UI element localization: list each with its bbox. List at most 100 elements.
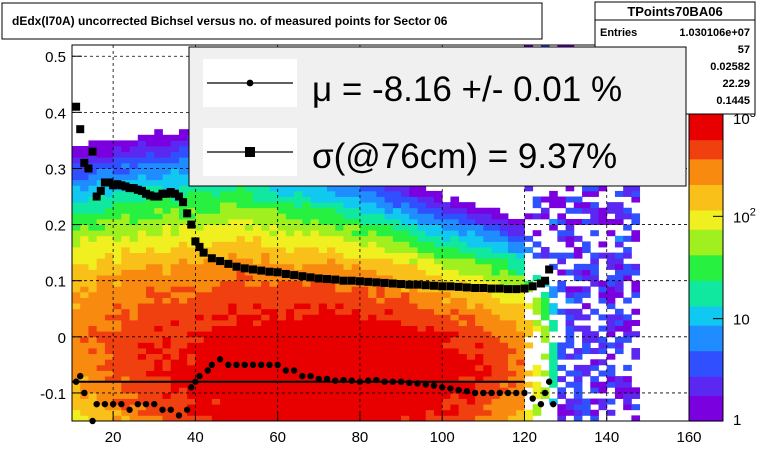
mu-point (480, 389, 487, 397)
y-tick-label: 0.1 (45, 274, 66, 291)
mu-point (188, 384, 195, 391)
mu-point (389, 378, 397, 385)
sigma-point (113, 180, 122, 189)
mu-point (81, 389, 88, 397)
y-tick-label: 0.2 (45, 218, 66, 235)
sigma-point (187, 220, 196, 229)
sigma-point (397, 280, 406, 289)
title-box: dEdx(I70A) uncorrected Bichsel versus no… (1, 2, 543, 40)
chart-title: dEdx(I70A) uncorrected Bichsel versus no… (12, 14, 448, 28)
sigma-point (142, 189, 151, 198)
mu-point (455, 386, 462, 394)
mu-point (241, 361, 248, 369)
y-tick-label: 0.3 (45, 161, 66, 178)
sigma-point (265, 267, 274, 276)
stats-title: TPoints70BA06 (627, 4, 722, 19)
sigma-point (405, 280, 414, 289)
mu-point (299, 372, 306, 380)
y-tick-label: -0.1 (40, 386, 66, 403)
sigma-point (224, 259, 233, 268)
mu-point (208, 361, 216, 369)
sigma-point (146, 191, 155, 200)
mu-point (233, 361, 240, 369)
mu-point (258, 361, 265, 369)
sigma-point (100, 178, 109, 187)
mu-point (348, 377, 355, 384)
sigma-point (545, 265, 554, 274)
mu-point (204, 367, 211, 374)
sigma-point (109, 181, 118, 190)
sigma-point (191, 237, 200, 246)
sigma-point (117, 181, 126, 190)
sigma-point (298, 272, 307, 281)
sigma-point (314, 274, 323, 283)
sigma-point (129, 184, 138, 193)
legend-sigma-text: σ(@76cm) = 9.37% (312, 137, 617, 176)
mu-point (471, 389, 479, 397)
stats-rows: Entries 1.030106e+07 57 0.02582 22.29 0.1445 (600, 27, 750, 107)
mu-point (545, 378, 553, 385)
mu-point (340, 376, 347, 384)
mu-point (151, 400, 158, 408)
mu-point (430, 382, 438, 389)
sigma-point (105, 178, 114, 187)
sigma-point (150, 192, 159, 201)
stats-value: 0.1445 (716, 95, 750, 107)
mu-point (109, 400, 117, 408)
sigma-point (290, 271, 299, 280)
mu-point (323, 375, 331, 383)
mu-point (332, 377, 339, 384)
sigma-point (137, 186, 146, 195)
mu-point (463, 388, 471, 395)
colorbar: 110102103 (688, 108, 756, 429)
x-tick-label: 140 (594, 429, 619, 446)
sigma-point (487, 284, 496, 293)
sigma-point (92, 192, 101, 201)
x-tick-label: 20 (105, 429, 122, 446)
sigma-point (541, 276, 550, 285)
y-tick-label: 0.5 (45, 49, 66, 66)
mu-point (529, 395, 536, 402)
sigma-point (380, 278, 389, 287)
sigma-point (154, 192, 163, 201)
mu-point (381, 378, 388, 385)
mu-point (192, 378, 199, 385)
sigma-point (170, 189, 179, 198)
mu-point (72, 378, 80, 385)
mu-point (373, 376, 380, 384)
sigma-point (88, 147, 97, 156)
sigma-point (216, 257, 225, 266)
legend-mu-text: μ = -8.16 +/- 0.01 % (312, 70, 622, 109)
mu-point (118, 400, 125, 408)
sigma-point (372, 278, 381, 287)
sigma-point (512, 285, 521, 294)
mu-point (513, 389, 520, 397)
mu-point (266, 361, 273, 369)
mu-point (93, 400, 100, 408)
mu-point (196, 372, 203, 380)
mu-point (225, 361, 232, 369)
mu-point (315, 375, 322, 383)
sigma-point (158, 189, 167, 198)
sigma-point (454, 282, 463, 291)
sigma-point (76, 125, 85, 134)
sigma-point (504, 285, 513, 294)
mu-point (496, 389, 503, 397)
mu-point (167, 406, 174, 413)
mu-point (397, 378, 405, 385)
x-tick-label: 80 (352, 429, 369, 446)
mu-point (282, 367, 290, 374)
sigma-point (339, 276, 348, 285)
mu-point (414, 380, 421, 387)
stats-label: Entries (600, 27, 637, 39)
mu-point (356, 378, 364, 385)
sigma-point (183, 209, 192, 218)
mu-point (274, 361, 281, 369)
y-tick-label: 0 (58, 330, 66, 347)
mu-point (159, 406, 166, 413)
sigma-point (462, 283, 471, 292)
sigma-point (207, 254, 216, 263)
x-tick-label: 160 (676, 429, 701, 446)
mu-point (216, 356, 224, 363)
